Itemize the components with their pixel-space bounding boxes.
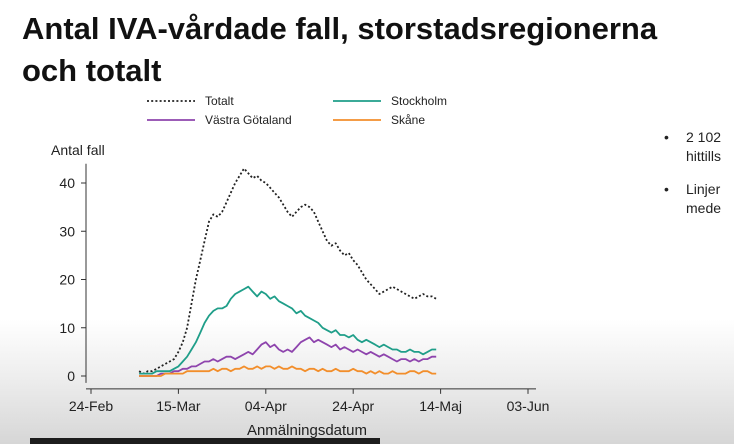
x-tick-label: 24-Apr bbox=[332, 398, 374, 414]
bullet-marker: • bbox=[664, 181, 669, 197]
bullet-text-line: hittills bbox=[686, 148, 722, 164]
y-tick-label: 30 bbox=[59, 223, 75, 239]
series-line-stockholm bbox=[139, 285, 437, 375]
legend-label: Totalt bbox=[205, 94, 234, 108]
y-tick-label: 0 bbox=[67, 368, 75, 384]
bullet-text-line: Linjer bbox=[686, 181, 721, 197]
series-line-totalt bbox=[138, 167, 437, 375]
chart-legend: Totalt Stockholm Västra Götaland Skåne bbox=[147, 94, 447, 127]
legend-label: Stockholm bbox=[391, 94, 447, 108]
bullet-item: • 2 102 hittills bbox=[664, 128, 734, 166]
series-line-västra-götaland bbox=[139, 336, 437, 377]
bullet-item: • Linjer mede bbox=[664, 180, 734, 218]
bullet-text-line: 2 102 bbox=[686, 129, 722, 145]
x-tick-label: 14-Maj bbox=[419, 398, 462, 414]
bullet-marker: • bbox=[664, 129, 669, 145]
bullet-text: Linjer mede bbox=[686, 180, 721, 218]
y-axis-label: Antal fall bbox=[51, 142, 105, 158]
video-progress-bar[interactable] bbox=[30, 438, 380, 444]
x-tick-label: 24-Feb bbox=[69, 398, 114, 414]
legend-label: Skåne bbox=[391, 113, 425, 127]
x-tick-label: 03-Jun bbox=[507, 398, 550, 414]
x-tick-label: 15-Mar bbox=[156, 398, 201, 414]
y-tick-label: 10 bbox=[59, 320, 75, 336]
slide-title-line-1: Antal IVA-vårdade fall, storstadsregione… bbox=[22, 11, 658, 46]
bullet-text: 2 102 hittills bbox=[686, 128, 721, 166]
x-axis-label: Anmälningsdatum bbox=[247, 422, 367, 439]
x-axis-ticks: 24-Feb 15-Mar 04-Apr 24-Apr 14-Maj 03-Jun bbox=[69, 388, 550, 414]
y-axis-ticks: 0 10 20 30 40 bbox=[59, 175, 86, 384]
x-tick-label: 04-Apr bbox=[245, 398, 287, 414]
series-line-skåne bbox=[139, 365, 437, 377]
bullet-list: • 2 102 hittills • Linjer mede bbox=[664, 128, 734, 232]
legend-label: Västra Götaland bbox=[205, 113, 292, 127]
slide-title: Antal IVA-vårdade fall, storstadsregione… bbox=[22, 8, 734, 92]
slide-title-line-2: och totalt bbox=[22, 53, 162, 88]
y-tick-label: 40 bbox=[59, 175, 75, 191]
y-tick-label: 20 bbox=[59, 272, 75, 288]
bullet-text-line: mede bbox=[686, 200, 722, 216]
chart-series bbox=[138, 167, 437, 377]
